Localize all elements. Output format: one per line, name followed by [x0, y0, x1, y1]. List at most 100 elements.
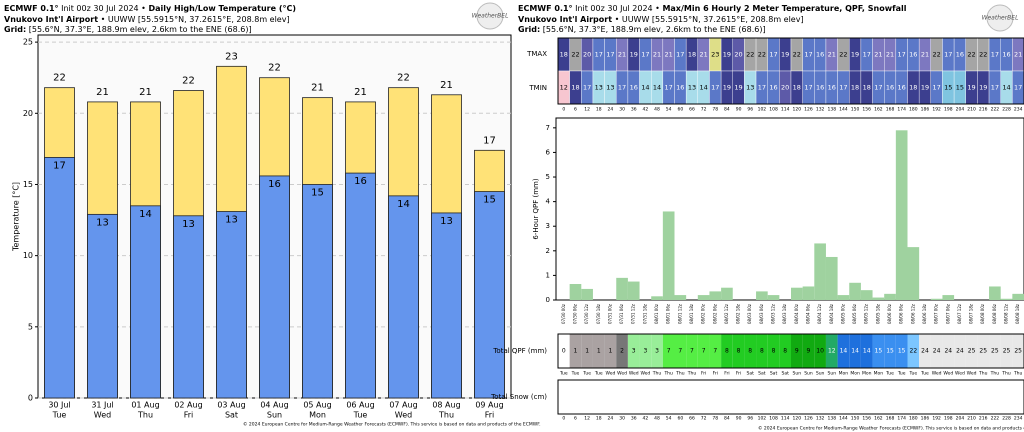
bar [431, 212, 462, 399]
cell [919, 334, 931, 368]
hour-label: 132 [816, 107, 825, 113]
cell-value: 22 [793, 51, 801, 59]
weekday-label: Sat [781, 371, 789, 377]
hour-label: 18 [596, 107, 602, 113]
hour-label: 24 [608, 416, 614, 422]
cell-value: 14 [699, 84, 707, 92]
cell [709, 334, 722, 368]
bar [216, 211, 247, 399]
x-tick-label: 03 Aug [217, 401, 245, 410]
hour-label: 18 [596, 416, 602, 422]
x-tick-label: 30 Jul [48, 401, 70, 410]
cell-value: 15 [875, 348, 883, 355]
cell [662, 334, 675, 368]
cell-value: 14 [863, 348, 871, 355]
weekday-label: Wed [943, 371, 953, 377]
cell [721, 334, 733, 368]
cell-value: 19 [723, 84, 731, 92]
x-tick-label: 31 Jul [91, 401, 113, 410]
cell-value: 16 [886, 84, 894, 92]
value-label: 16 [268, 179, 281, 190]
x-tick-label: 08/03 00z [747, 304, 752, 324]
cell-value: 14 [840, 348, 848, 355]
x-tick-label: 08/02 18z [736, 304, 741, 324]
x-tick-label: 08/05 06z [852, 304, 857, 324]
hour-label: 168 [886, 107, 895, 113]
hour-label: 162 [874, 416, 883, 422]
x-tick-label: 07 Aug [389, 401, 417, 410]
weekday-label: Thu [990, 371, 1000, 377]
grid-info: [55.6°N, 37.3°E, 188.9m elev, 2.6km to t… [29, 25, 252, 34]
bar [87, 213, 118, 399]
cell [674, 334, 687, 368]
cell-value: 17 [1014, 84, 1022, 92]
cell [686, 334, 698, 368]
weekday-label: Mon [874, 371, 884, 377]
x-tick-label: 08 Aug [432, 401, 460, 410]
cell-value: 17 [606, 51, 614, 59]
hour-label: 66 [689, 107, 695, 113]
value-label: 23 [225, 51, 238, 62]
x-tick-weekday: Fri [485, 411, 495, 420]
cell-value: 22 [932, 51, 940, 59]
bar [569, 284, 582, 300]
cell-value: 9 [807, 348, 811, 355]
bar [767, 295, 780, 300]
cell-value: 23 [711, 51, 719, 59]
hour-label: 126 [804, 416, 813, 422]
x-tick-label: 02 Aug [174, 401, 202, 410]
hour-label: 198 [944, 416, 953, 422]
hour-label: 162 [874, 107, 883, 113]
y-tick-label: 20 [23, 109, 33, 118]
bar [814, 243, 826, 300]
bar [651, 296, 663, 300]
bar [930, 298, 943, 300]
hour-label: 30 [619, 107, 625, 113]
hour-label: 48 [654, 416, 660, 422]
x-tick-weekday: Tue [353, 411, 368, 420]
cell-value: 15 [944, 84, 952, 92]
bar [837, 295, 850, 300]
weekday-label: Mon [862, 371, 872, 377]
weekday-label: Fri [724, 371, 729, 377]
hour-label: 42 [643, 107, 649, 113]
weekday-label: Wed [932, 371, 942, 377]
cell-value: 9 [795, 348, 799, 355]
logo-text: WeatherBEL [982, 15, 1019, 22]
value-label: 15 [311, 187, 324, 198]
weekday-label: Tue [897, 371, 906, 377]
bar [942, 295, 955, 300]
cell-value: 22 [967, 51, 975, 59]
weekday-label: Thu [978, 371, 988, 377]
x-tick-weekday: Wed [395, 411, 412, 420]
cell-value: 25 [1014, 348, 1022, 355]
row-frame [557, 333, 1024, 369]
hour-label: 186 [921, 107, 930, 113]
value-label: 22 [397, 73, 410, 84]
cell-value: 14 [653, 84, 661, 92]
value-label: 17 [53, 160, 66, 171]
hour-label: 78 [712, 107, 718, 113]
cell [558, 334, 570, 368]
header-line: Grid: [55.6°N, 37.3°E, 188.9m elev, 2.6k… [4, 25, 252, 34]
cell-value: 16 [816, 84, 824, 92]
hour-label: 192 [932, 107, 941, 113]
cell-value: 16 [816, 51, 824, 59]
hour-label: 96 [747, 416, 753, 422]
hour-label: 138 [827, 416, 836, 422]
cell [930, 334, 943, 368]
cell-value: 18 [793, 84, 801, 92]
x-tick-weekday: Sat [225, 411, 238, 420]
weekday-label: Sat [758, 371, 766, 377]
cell [954, 334, 966, 368]
bar [849, 282, 861, 300]
init: Init 00z 30 Jul 2024 • [575, 4, 660, 13]
cell-value: 8 [783, 348, 787, 355]
cell-value: 16 [828, 84, 836, 92]
cell-value: 8 [760, 348, 764, 355]
y-tick-label: 15 [23, 180, 33, 189]
row-label: TMAX [526, 50, 547, 58]
cell-value: 17 [863, 51, 871, 59]
x-tick-label: 08/06 00z [887, 304, 892, 324]
